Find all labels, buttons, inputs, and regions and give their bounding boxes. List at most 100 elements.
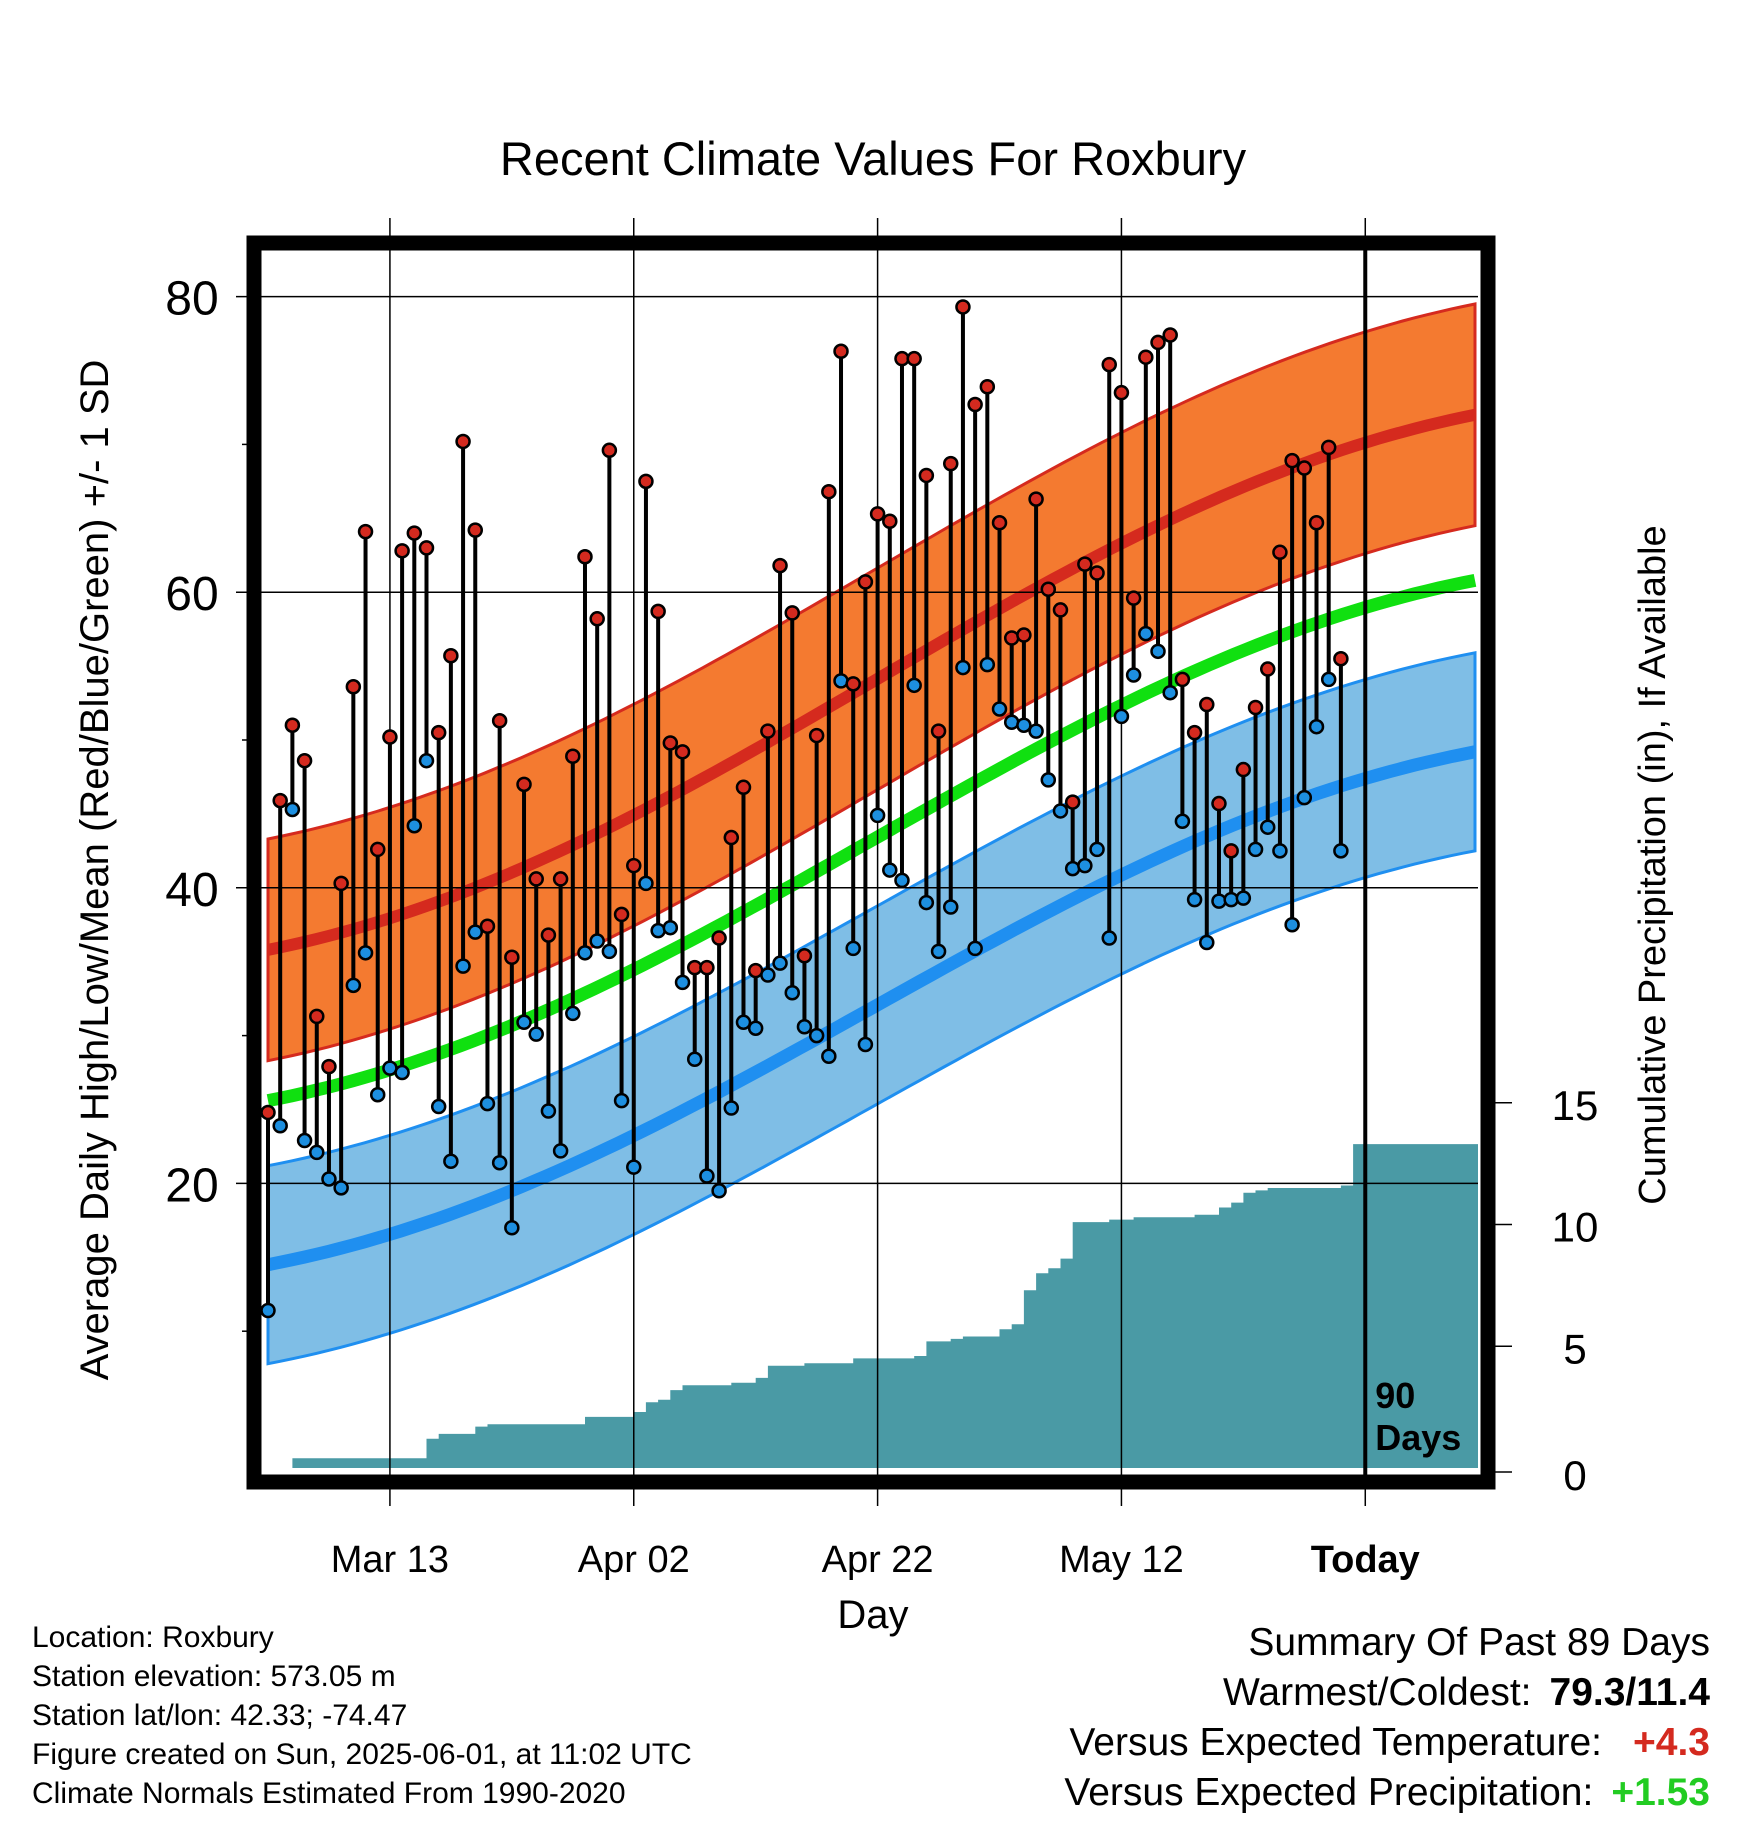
daily-low-point bbox=[1259, 819, 1276, 835]
daily-low-point bbox=[796, 1018, 813, 1035]
daily-high-point bbox=[1174, 671, 1191, 688]
daily-low-point bbox=[1296, 789, 1313, 806]
daily-low-point bbox=[662, 919, 679, 936]
daily-low-point bbox=[967, 940, 983, 957]
daily-low-point bbox=[430, 1098, 447, 1115]
daily-low-point bbox=[1308, 718, 1325, 735]
y-tick-label: 80 bbox=[165, 273, 218, 326]
x-axis-label: Day bbox=[837, 1593, 908, 1637]
daily-high-point bbox=[1284, 452, 1300, 469]
daily-high-point bbox=[735, 779, 752, 796]
daily-high-point bbox=[845, 676, 861, 692]
daily-high-point bbox=[1235, 761, 1252, 778]
daily-high-point bbox=[979, 379, 996, 395]
daily-low-point bbox=[942, 899, 959, 915]
daily-low-point bbox=[565, 1005, 581, 1022]
x-tick-label: May 12 bbox=[1059, 1539, 1184, 1581]
daily-low-point bbox=[1138, 625, 1154, 642]
daily-high-point bbox=[955, 299, 971, 315]
daily-high-point bbox=[1138, 349, 1154, 365]
daily-low-point bbox=[1320, 671, 1337, 688]
daily-low-point bbox=[260, 1302, 276, 1319]
daily-low-point bbox=[357, 945, 374, 961]
y2-tick-label: 15 bbox=[1552, 1082, 1599, 1129]
daily-high-point bbox=[760, 723, 776, 739]
daily-high-point bbox=[552, 871, 569, 887]
summary-panel: Summary Of Past 89 Days Warmest/Coldest:… bbox=[1064, 1618, 1710, 1818]
daily-high-point bbox=[321, 1058, 337, 1075]
daily-low-point bbox=[1235, 890, 1252, 906]
daily-high-point bbox=[699, 959, 715, 976]
daily-low-point bbox=[467, 924, 484, 940]
normal-high-line bbox=[266, 408, 1477, 956]
normals-text: Climate Normals Estimated From 1990-2020 bbox=[32, 1777, 626, 1810]
temp-anomaly-value: +4.3 bbox=[1633, 1721, 1710, 1764]
daily-high-point bbox=[626, 857, 642, 874]
daily-high-point bbox=[406, 525, 423, 541]
daily-high-point bbox=[808, 727, 825, 744]
daily-high-point bbox=[369, 841, 386, 858]
daily-low-point bbox=[650, 922, 666, 939]
daily-high-point bbox=[857, 574, 874, 590]
daily-high-point bbox=[516, 776, 532, 793]
daily-low-point bbox=[369, 1086, 386, 1103]
daily-high-point bbox=[491, 713, 508, 729]
daily-high-point bbox=[589, 611, 605, 627]
chart-title: Recent Climate Values For Roxbury bbox=[500, 132, 1247, 185]
daily-high-point bbox=[662, 735, 679, 751]
daily-low-point bbox=[504, 1219, 520, 1236]
daily-low-point bbox=[1211, 893, 1227, 909]
daily-low-point bbox=[1101, 930, 1117, 946]
daily-low-point bbox=[735, 1014, 752, 1031]
daily-high-point bbox=[443, 648, 459, 664]
daily-high-point bbox=[540, 927, 557, 943]
elevation-text: Station elevation: 573.05 m bbox=[32, 1660, 396, 1693]
today-days-label: Days bbox=[1375, 1417, 1461, 1458]
daily-high-point bbox=[1016, 627, 1032, 643]
daily-high-point bbox=[711, 930, 727, 946]
daily-low-point bbox=[760, 967, 776, 983]
daily-low-point bbox=[1089, 841, 1105, 858]
daily-high-point bbox=[430, 724, 447, 741]
daily-low-point bbox=[979, 656, 996, 673]
daily-high-point bbox=[528, 871, 544, 887]
daily-low-point bbox=[1125, 667, 1142, 683]
daily-high-point bbox=[784, 605, 801, 621]
normal-mean-line bbox=[266, 574, 1477, 1107]
daily-high-point bbox=[1028, 491, 1044, 507]
precip-area bbox=[268, 1144, 1478, 1468]
daily-low-point bbox=[906, 677, 922, 694]
daily-high-point bbox=[772, 557, 788, 574]
daily-high-point bbox=[1199, 696, 1215, 713]
daily-high-point bbox=[1296, 460, 1313, 476]
summary-temp-row: Versus Expected Temperature: +4.3 bbox=[1064, 1718, 1710, 1768]
daily-high-point bbox=[1113, 384, 1130, 401]
y2-tick-label: 10 bbox=[1552, 1204, 1599, 1251]
station-info: Location: Roxbury Station elevation: 573… bbox=[32, 1618, 692, 1813]
daily-high-point bbox=[796, 948, 813, 964]
daily-low-point bbox=[955, 659, 971, 676]
daily-high-point bbox=[1308, 514, 1325, 531]
today-days-number: 90 bbox=[1375, 1375, 1415, 1416]
daily-high-point bbox=[272, 792, 288, 809]
daily-low-point bbox=[491, 1154, 508, 1171]
daily-high-point bbox=[1186, 724, 1203, 741]
daily-low-point bbox=[1113, 708, 1130, 725]
daily-high-point bbox=[918, 467, 935, 484]
daily-low-point bbox=[272, 1118, 288, 1134]
daily-low-point bbox=[577, 945, 593, 961]
daily-low-point bbox=[1162, 684, 1178, 701]
daily-low-point bbox=[1003, 714, 1020, 731]
daily-low-point bbox=[930, 943, 947, 960]
daily-low-point bbox=[613, 1092, 630, 1109]
summary-precip-row: Versus Expected Precipitation: +1.53 bbox=[1064, 1768, 1710, 1818]
daily-low-point bbox=[833, 673, 849, 689]
x-tick-label: Today bbox=[1311, 1539, 1420, 1581]
daily-low-point bbox=[516, 1014, 532, 1031]
daily-high-point bbox=[991, 514, 1008, 531]
daily-high-point bbox=[674, 744, 691, 760]
daily-low-point bbox=[455, 958, 471, 974]
y2-tick-label: 5 bbox=[1563, 1325, 1586, 1372]
precip-anomaly-value: +1.53 bbox=[1611, 1771, 1710, 1814]
